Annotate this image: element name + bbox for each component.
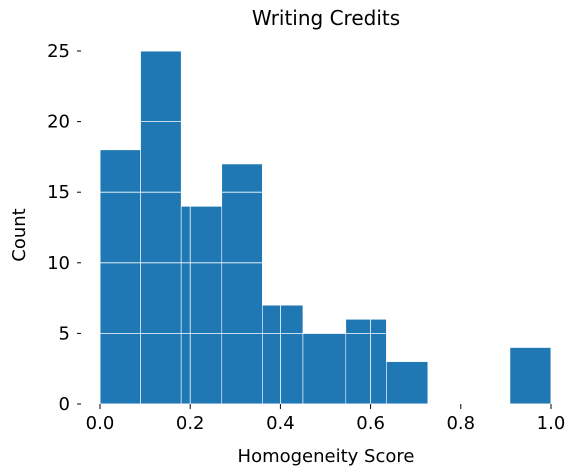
y-tick-label-3: 15 (47, 182, 70, 203)
histogram-bars (99, 50, 552, 405)
y-tick-label-0: 0 (59, 394, 70, 415)
x-tick-label-0: 0.0 (86, 413, 115, 434)
histogram-bar-0 (99, 149, 141, 405)
x-tick-label-4: 0.8 (446, 413, 475, 434)
x-axis-label: Homogeneity Score (238, 446, 415, 467)
histogram-bar-8 (509, 347, 552, 405)
grid-lines (99, 50, 552, 405)
histogram-bar-5 (302, 333, 347, 405)
histogram-bar-3 (221, 163, 263, 405)
chart-title: Writing Credits (252, 6, 400, 30)
histogram-bar-7 (386, 361, 429, 405)
y-axis-label: Count (9, 208, 30, 261)
x-tick-label-1: 0.2 (176, 413, 205, 434)
y-tick-label-2: 10 (47, 253, 70, 274)
x-tick-label-3: 0.6 (356, 413, 385, 434)
histogram-bar-1 (140, 50, 182, 405)
histogram-bar-4 (262, 304, 304, 405)
y-tick-label-5: 25 (47, 41, 70, 62)
histogram-bar-6 (345, 318, 387, 405)
histogram-bar-2 (180, 206, 223, 405)
y-axis-ticks: 0 5 10 15 20 25 (47, 41, 81, 415)
x-tick-label-2: 0.4 (266, 413, 295, 434)
x-axis-ticks: 0.0 0.2 0.4 0.6 0.8 1.0 (86, 404, 566, 434)
y-tick-label-4: 20 (47, 112, 70, 133)
x-tick-label-5: 1.0 (537, 413, 566, 434)
y-tick-label-1: 5 (59, 323, 70, 344)
